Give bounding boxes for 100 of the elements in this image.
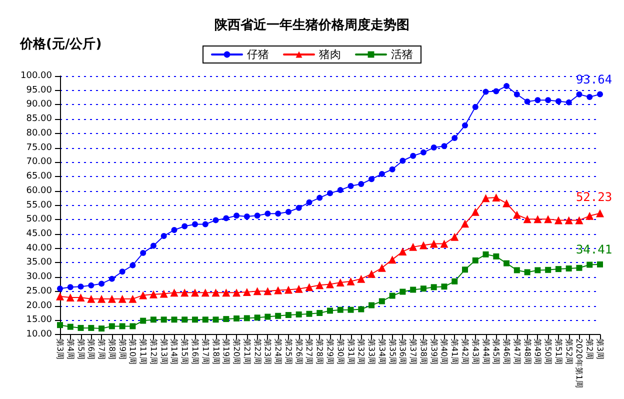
- point: [336, 278, 344, 287]
- x-tick-label: 第39周: [429, 338, 438, 365]
- x-tick-label: 第50周: [544, 338, 553, 365]
- x-tick-label: 第26周: [294, 338, 304, 365]
- point: [586, 212, 594, 220]
- point: [430, 284, 437, 290]
- x-tick-label: 第40周: [440, 338, 449, 365]
- x-tick-label: 第16周: [190, 338, 200, 365]
- x-tick-label: 第17周: [200, 338, 210, 365]
- data-label: 34.41: [576, 242, 612, 256]
- point: [170, 288, 178, 297]
- point: [264, 314, 271, 320]
- point: [202, 221, 208, 228]
- point: [514, 91, 520, 98]
- point: [202, 316, 208, 323]
- x-tick-label: 第6周: [86, 338, 96, 360]
- point: [234, 212, 240, 219]
- point: [98, 280, 105, 287]
- x-tick-label: 第13周: [159, 338, 168, 365]
- point: [586, 94, 593, 100]
- y-tick-label: 30.00: [26, 272, 52, 282]
- point: [192, 221, 198, 228]
- legend-label: 猪肉: [319, 48, 341, 61]
- point: [337, 306, 344, 313]
- point: [576, 264, 582, 271]
- x-tick-label: 第38周: [418, 338, 428, 365]
- point: [316, 281, 324, 290]
- y-tick-label: 10.00: [26, 330, 52, 340]
- point: [327, 308, 333, 314]
- point: [326, 280, 334, 288]
- point: [388, 256, 396, 264]
- x-tick-label: 第11周: [138, 338, 148, 365]
- point: [523, 215, 532, 224]
- point: [327, 190, 333, 196]
- point: [305, 283, 314, 292]
- point: [254, 212, 260, 219]
- point: [57, 322, 63, 328]
- x-tick-label: 第21周: [242, 338, 252, 365]
- point: [420, 149, 426, 156]
- point: [171, 226, 178, 233]
- y-tick-label: 60.00: [26, 186, 52, 196]
- x-tick-label: 第28周: [315, 338, 324, 365]
- x-tick-label: 第48周: [522, 338, 532, 365]
- y-tick-label: 75.00: [26, 142, 52, 153]
- point: [514, 267, 520, 274]
- point: [400, 288, 406, 295]
- point: [254, 314, 260, 321]
- point: [389, 166, 396, 172]
- point: [368, 270, 376, 278]
- point: [182, 316, 188, 323]
- point: [284, 286, 292, 294]
- point: [87, 294, 96, 303]
- x-tick-label: 第49周: [533, 338, 542, 365]
- point: [118, 294, 126, 303]
- point: [524, 269, 530, 276]
- point: [398, 248, 407, 256]
- point: [242, 288, 251, 296]
- y-tick-label: 65.00: [26, 172, 52, 182]
- point: [140, 318, 146, 324]
- point: [378, 298, 385, 304]
- x-tick-label: 第23周: [263, 338, 272, 365]
- x-tick-label: 第15周: [180, 338, 190, 365]
- data-label: 52.23: [576, 190, 612, 204]
- x-tick-label: 2020年第1周: [574, 338, 584, 388]
- point: [545, 266, 552, 273]
- x-tick-label: 第3周: [56, 338, 64, 360]
- point: [534, 215, 542, 224]
- x-tick-label: 第12周: [148, 338, 158, 365]
- point: [57, 286, 63, 292]
- point: [597, 261, 603, 268]
- point: [378, 264, 386, 272]
- point: [294, 284, 303, 293]
- point: [441, 284, 448, 290]
- point: [450, 232, 459, 241]
- point: [492, 194, 500, 202]
- y-tick-label: 20.00: [26, 300, 52, 311]
- point: [182, 223, 188, 230]
- x-tick-label: 第7周: [97, 338, 106, 360]
- point: [564, 216, 573, 224]
- x-tick-label: 第30周: [336, 338, 345, 365]
- point: [534, 97, 541, 104]
- point: [296, 311, 302, 318]
- x-tick-label: 第33周: [367, 338, 376, 365]
- point: [461, 220, 469, 228]
- point: [389, 292, 396, 299]
- point: [306, 199, 312, 206]
- point: [597, 91, 603, 98]
- x-tick-label: 第18周: [211, 338, 220, 365]
- point: [504, 83, 510, 90]
- point: [285, 312, 292, 318]
- point: [534, 267, 541, 274]
- point: [253, 287, 262, 296]
- point: [346, 277, 355, 286]
- x-tick-label: 第29周: [326, 338, 334, 365]
- point: [430, 240, 438, 248]
- point: [108, 294, 116, 303]
- x-tick-label: 第19周: [222, 338, 231, 365]
- point: [409, 242, 418, 251]
- y-tick-label: 45.00: [26, 229, 52, 240]
- point: [76, 293, 85, 302]
